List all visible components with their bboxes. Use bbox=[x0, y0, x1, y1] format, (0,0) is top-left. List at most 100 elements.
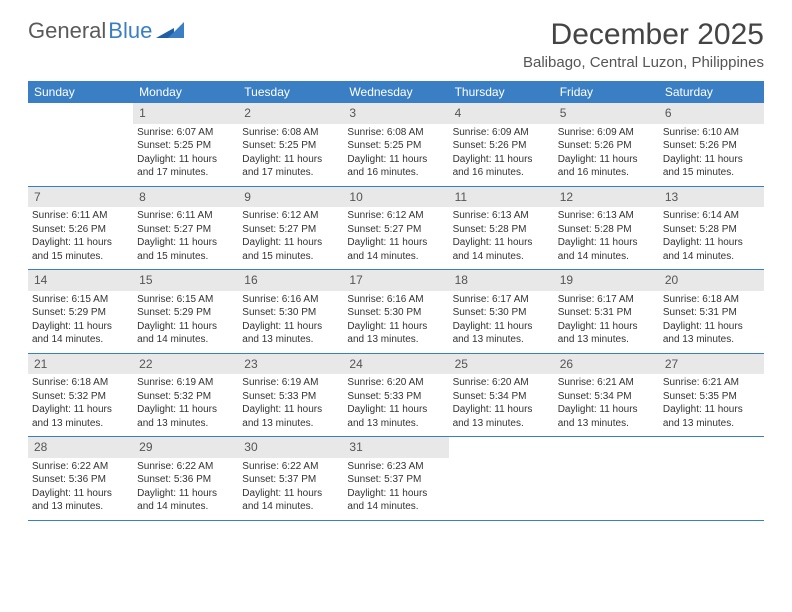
day-cell: 6Sunrise: 6:10 AMSunset: 5:26 PMDaylight… bbox=[659, 103, 764, 186]
dow-cell: Wednesday bbox=[343, 81, 448, 103]
day-number-bar: 21 bbox=[28, 354, 133, 375]
sunset-line: Sunset: 5:34 PM bbox=[558, 390, 655, 404]
day-number: 10 bbox=[349, 190, 362, 204]
daylight-line: Daylight: 11 hours and 13 minutes. bbox=[347, 320, 444, 347]
sunrise-line: Sunrise: 6:21 AM bbox=[663, 376, 760, 390]
day-number-bar: 3 bbox=[343, 103, 448, 124]
daylight-line: Daylight: 11 hours and 17 minutes. bbox=[137, 153, 234, 180]
sunset-line: Sunset: 5:28 PM bbox=[453, 223, 550, 237]
daylight-line: Daylight: 11 hours and 13 minutes. bbox=[663, 320, 760, 347]
day-cell: 15Sunrise: 6:15 AMSunset: 5:29 PMDayligh… bbox=[133, 270, 238, 353]
title-block: December 2025 Balibago, Central Luzon, P… bbox=[523, 18, 764, 71]
logo-mark-icon bbox=[156, 18, 184, 44]
calendar-week: 28Sunrise: 6:22 AMSunset: 5:36 PMDayligh… bbox=[28, 437, 764, 521]
day-number: 31 bbox=[349, 440, 362, 454]
day-number: 15 bbox=[139, 273, 152, 287]
day-cell: 4Sunrise: 6:09 AMSunset: 5:26 PMDaylight… bbox=[449, 103, 554, 186]
calendar-week: 7Sunrise: 6:11 AMSunset: 5:26 PMDaylight… bbox=[28, 187, 764, 271]
daylight-line: Daylight: 11 hours and 13 minutes. bbox=[347, 403, 444, 430]
sunset-line: Sunset: 5:33 PM bbox=[347, 390, 444, 404]
day-cell: 19Sunrise: 6:17 AMSunset: 5:31 PMDayligh… bbox=[554, 270, 659, 353]
day-number: 8 bbox=[139, 190, 146, 204]
sunrise-line: Sunrise: 6:18 AM bbox=[32, 376, 129, 390]
day-cell: 27Sunrise: 6:21 AMSunset: 5:35 PMDayligh… bbox=[659, 354, 764, 437]
day-number-bar: 1 bbox=[133, 103, 238, 124]
sunset-line: Sunset: 5:31 PM bbox=[663, 306, 760, 320]
day-number: 24 bbox=[349, 357, 362, 371]
sunset-line: Sunset: 5:26 PM bbox=[32, 223, 129, 237]
sunrise-line: Sunrise: 6:15 AM bbox=[32, 293, 129, 307]
day-body: Sunrise: 6:18 AMSunset: 5:31 PMDaylight:… bbox=[663, 293, 760, 347]
sunset-line: Sunset: 5:33 PM bbox=[242, 390, 339, 404]
sunset-line: Sunset: 5:25 PM bbox=[137, 139, 234, 153]
day-number-bar: 18 bbox=[449, 270, 554, 291]
day-number: 29 bbox=[139, 440, 152, 454]
day-body: Sunrise: 6:07 AMSunset: 5:25 PMDaylight:… bbox=[137, 126, 234, 180]
sunset-line: Sunset: 5:28 PM bbox=[663, 223, 760, 237]
daylight-line: Daylight: 11 hours and 15 minutes. bbox=[32, 236, 129, 263]
day-number-bar: 17 bbox=[343, 270, 448, 291]
calendar-week: 21Sunrise: 6:18 AMSunset: 5:32 PMDayligh… bbox=[28, 354, 764, 438]
day-body: Sunrise: 6:17 AMSunset: 5:30 PMDaylight:… bbox=[453, 293, 550, 347]
sunrise-line: Sunrise: 6:12 AM bbox=[242, 209, 339, 223]
daylight-line: Daylight: 11 hours and 14 minutes. bbox=[558, 236, 655, 263]
day-cell bbox=[659, 437, 764, 520]
dow-cell: Tuesday bbox=[238, 81, 343, 103]
sunset-line: Sunset: 5:29 PM bbox=[137, 306, 234, 320]
daylight-line: Daylight: 11 hours and 14 minutes. bbox=[453, 236, 550, 263]
sunset-line: Sunset: 5:26 PM bbox=[663, 139, 760, 153]
day-body: Sunrise: 6:17 AMSunset: 5:31 PMDaylight:… bbox=[558, 293, 655, 347]
sunrise-line: Sunrise: 6:22 AM bbox=[32, 460, 129, 474]
day-body: Sunrise: 6:22 AMSunset: 5:36 PMDaylight:… bbox=[32, 460, 129, 514]
sunrise-line: Sunrise: 6:12 AM bbox=[347, 209, 444, 223]
daylight-line: Daylight: 11 hours and 13 minutes. bbox=[558, 403, 655, 430]
sunset-line: Sunset: 5:36 PM bbox=[137, 473, 234, 487]
day-number: 11 bbox=[455, 190, 467, 204]
day-body: Sunrise: 6:22 AMSunset: 5:36 PMDaylight:… bbox=[137, 460, 234, 514]
day-number: 27 bbox=[665, 357, 678, 371]
day-number-bar: 13 bbox=[659, 187, 764, 208]
sunset-line: Sunset: 5:27 PM bbox=[242, 223, 339, 237]
day-cell bbox=[554, 437, 659, 520]
day-cell bbox=[28, 103, 133, 186]
day-cell: 10 Sunrise: 6:12 AMSunset: 5:27 PMDayligh… bbox=[343, 187, 448, 270]
sunset-line: Sunset: 5:25 PM bbox=[242, 139, 339, 153]
sunrise-line: Sunrise: 6:19 AM bbox=[137, 376, 234, 390]
day-cell bbox=[449, 437, 554, 520]
daylight-line: Daylight: 11 hours and 13 minutes. bbox=[32, 403, 129, 430]
sunset-line: Sunset: 5:32 PM bbox=[32, 390, 129, 404]
month-title: December 2025 bbox=[523, 18, 764, 52]
daylight-line: Daylight: 11 hours and 15 minutes. bbox=[242, 236, 339, 263]
sunset-line: Sunset: 5:30 PM bbox=[242, 306, 339, 320]
day-cell: 21Sunrise: 6:18 AMSunset: 5:32 PMDayligh… bbox=[28, 354, 133, 437]
daylight-line: Daylight: 11 hours and 14 minutes. bbox=[137, 320, 234, 347]
sunset-line: Sunset: 5:30 PM bbox=[347, 306, 444, 320]
day-cell: 9 Sunrise: 6:12 AMSunset: 5:27 PMDaylight… bbox=[238, 187, 343, 270]
day-body: Sunrise: 6:16 AMSunset: 5:30 PMDaylight:… bbox=[347, 293, 444, 347]
day-number-bar: 2 bbox=[238, 103, 343, 124]
day-body: Sunrise: 6:12 AMSunset: 5:27 PMDaylight:… bbox=[347, 209, 444, 263]
daylight-line: Daylight: 11 hours and 14 minutes. bbox=[242, 487, 339, 514]
daylight-line: Daylight: 11 hours and 13 minutes. bbox=[663, 403, 760, 430]
sunrise-line: Sunrise: 6:13 AM bbox=[558, 209, 655, 223]
day-number: 3 bbox=[349, 106, 356, 120]
sunrise-line: Sunrise: 6:17 AM bbox=[453, 293, 550, 307]
calendar-week: 1Sunrise: 6:07 AMSunset: 5:25 PMDaylight… bbox=[28, 103, 764, 187]
sunset-line: Sunset: 5:26 PM bbox=[453, 139, 550, 153]
day-number: 20 bbox=[665, 273, 678, 287]
day-body: Sunrise: 6:13 AMSunset: 5:28 PMDaylight:… bbox=[453, 209, 550, 263]
day-cell: 7Sunrise: 6:11 AMSunset: 5:26 PMDaylight… bbox=[28, 187, 133, 270]
daylight-line: Daylight: 11 hours and 13 minutes. bbox=[242, 403, 339, 430]
day-number-bar: 12 bbox=[554, 187, 659, 208]
sunrise-line: Sunrise: 6:17 AM bbox=[558, 293, 655, 307]
day-body: Sunrise: 6:08 AMSunset: 5:25 PMDaylight:… bbox=[347, 126, 444, 180]
daylight-line: Daylight: 11 hours and 14 minutes. bbox=[32, 320, 129, 347]
daylight-line: Daylight: 11 hours and 16 minutes. bbox=[347, 153, 444, 180]
day-body: Sunrise: 6:12 AMSunset: 5:27 PMDaylight:… bbox=[242, 209, 339, 263]
day-number: 9 bbox=[244, 190, 251, 204]
day-number-bar: 22 bbox=[133, 354, 238, 375]
day-number-bar: 31 bbox=[343, 437, 448, 458]
sunrise-line: Sunrise: 6:23 AM bbox=[347, 460, 444, 474]
daylight-line: Daylight: 11 hours and 13 minutes. bbox=[242, 320, 339, 347]
sunrise-line: Sunrise: 6:22 AM bbox=[242, 460, 339, 474]
